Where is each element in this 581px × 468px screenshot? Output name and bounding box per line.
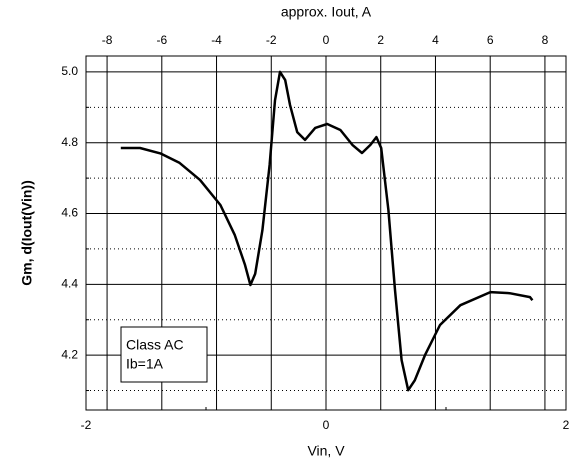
x-axis-title: Vin, V	[307, 443, 345, 459]
x-tick-label: -2	[81, 418, 92, 432]
y-axis-title: Gm, d(Iout(Vin))	[19, 180, 35, 286]
top-tick-label: 8	[542, 33, 549, 47]
legend-text: Ib=1A	[126, 356, 164, 372]
top-tick-label: -8	[102, 33, 113, 47]
x-tick-label: 2	[563, 418, 570, 432]
top-tick-label: 2	[377, 33, 384, 47]
top-axis-title: approx. Iout, A	[281, 4, 372, 20]
top-tick-label: -4	[211, 33, 222, 47]
plot-frame	[85, 55, 567, 411]
x-tick-label: 0	[323, 418, 330, 432]
legend-box	[120, 326, 208, 383]
top-tick-label: 4	[432, 33, 439, 47]
legend-text: Class AC	[126, 337, 184, 353]
data-line	[120, 70, 534, 392]
y-tick-label: 4.6	[61, 206, 78, 220]
top-tick-label: 0	[323, 33, 330, 47]
y-tick-label: 4.4	[61, 277, 78, 291]
top-tick-label: -6	[156, 33, 167, 47]
top-tick-label: -2	[266, 33, 277, 47]
y-tick-label: 5.0	[61, 64, 78, 78]
top-tick-label: 6	[487, 33, 494, 47]
y-tick-label: 4.8	[61, 135, 78, 149]
y-tick-label: 4.2	[61, 347, 78, 361]
